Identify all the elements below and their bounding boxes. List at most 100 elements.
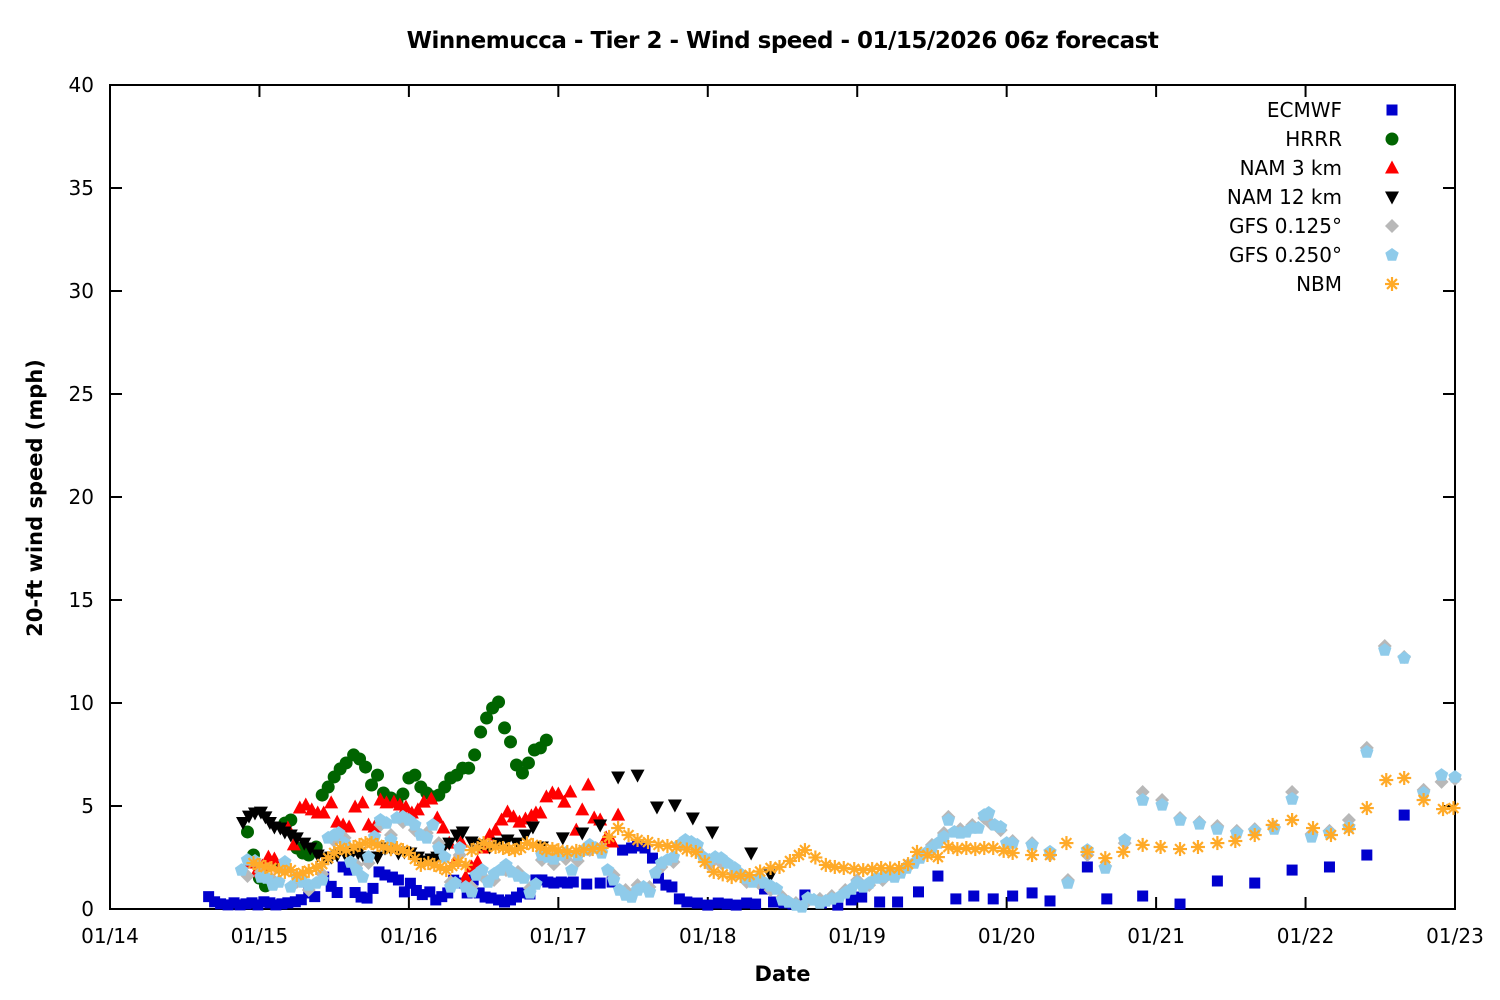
asterisk-marker bbox=[1154, 841, 1167, 853]
asterisk-marker bbox=[799, 844, 811, 856]
y-tick-label: 0 bbox=[81, 897, 94, 921]
asterisk-marker bbox=[570, 845, 582, 857]
asterisk-marker bbox=[670, 841, 683, 853]
square-marker bbox=[536, 874, 548, 886]
diamond-marker bbox=[1385, 219, 1399, 233]
pentagon-marker bbox=[1118, 833, 1132, 846]
triangle-up-marker bbox=[410, 802, 425, 816]
square-marker bbox=[276, 898, 288, 910]
square-marker bbox=[246, 897, 258, 909]
square-marker bbox=[240, 898, 252, 910]
triangle-up-marker bbox=[506, 809, 521, 823]
triangle-down-marker bbox=[518, 829, 533, 843]
pentagon-marker bbox=[408, 818, 422, 831]
asterisk-marker bbox=[273, 864, 285, 876]
square-marker bbox=[702, 899, 714, 911]
triangle-down-marker bbox=[525, 821, 540, 835]
asterisk-marker bbox=[561, 846, 574, 858]
square-marker bbox=[473, 887, 485, 899]
square-marker bbox=[289, 896, 301, 908]
square-marker bbox=[561, 877, 573, 889]
asterisk-marker bbox=[884, 862, 896, 875]
pentagon-marker bbox=[1061, 876, 1075, 889]
pentagon-marker bbox=[1285, 792, 1299, 805]
pentagon-marker bbox=[517, 871, 531, 884]
square-marker bbox=[617, 844, 629, 856]
y-tick-label: 35 bbox=[69, 176, 94, 200]
asterisk-marker bbox=[690, 846, 702, 858]
square-marker bbox=[325, 880, 337, 892]
square-marker bbox=[950, 893, 962, 905]
asterisk-marker bbox=[866, 863, 878, 875]
square-marker bbox=[499, 896, 511, 908]
asterisk-marker bbox=[997, 845, 1010, 857]
triangle-up-marker bbox=[581, 777, 596, 791]
pentagon-marker bbox=[315, 873, 329, 886]
pentagon-marker bbox=[448, 876, 462, 889]
asterisk-marker bbox=[397, 844, 409, 856]
square-marker bbox=[1249, 877, 1261, 889]
triangle-up-marker bbox=[458, 869, 473, 883]
pentagon-marker bbox=[438, 850, 452, 863]
square-marker bbox=[912, 886, 924, 898]
asterisk-marker bbox=[334, 842, 346, 854]
circle-marker bbox=[504, 735, 518, 749]
pentagon-marker bbox=[1385, 248, 1399, 261]
square-marker bbox=[1174, 898, 1186, 910]
circle-marker bbox=[480, 711, 494, 725]
circle-marker bbox=[474, 725, 488, 739]
triangle-down-marker bbox=[649, 801, 664, 815]
pentagon-marker bbox=[1230, 826, 1244, 839]
asterisk-marker bbox=[1192, 841, 1204, 853]
triangle-down-marker bbox=[630, 769, 645, 783]
pentagon-marker bbox=[1098, 861, 1112, 874]
asterisk-marker bbox=[409, 853, 421, 865]
square-marker bbox=[555, 876, 567, 888]
asterisk-marker bbox=[642, 836, 654, 848]
asterisk-marker bbox=[622, 829, 635, 841]
pentagon-marker bbox=[332, 826, 346, 839]
square-marker bbox=[252, 899, 264, 911]
square-marker bbox=[309, 891, 321, 903]
asterisk-marker bbox=[699, 856, 711, 868]
circle-marker bbox=[359, 760, 373, 774]
pentagon-marker bbox=[420, 830, 434, 844]
pentagon-marker bbox=[361, 850, 376, 863]
square-marker bbox=[1026, 887, 1038, 899]
triangle-up-marker bbox=[533, 805, 548, 819]
triangle-down-marker bbox=[667, 799, 682, 813]
x-tick-label: 01/21 bbox=[1127, 924, 1185, 948]
triangle-down-marker bbox=[744, 847, 759, 861]
asterisk-marker bbox=[1343, 823, 1355, 835]
asterisk-marker bbox=[1249, 829, 1261, 841]
y-tick-label: 25 bbox=[69, 382, 94, 406]
y-tick-label: 40 bbox=[69, 73, 94, 97]
triangle-up-marker bbox=[575, 802, 590, 816]
asterisk-marker bbox=[1060, 837, 1073, 849]
asterisk-marker bbox=[1437, 803, 1449, 815]
asterisk-marker bbox=[403, 847, 415, 859]
pentagon-marker bbox=[1025, 837, 1039, 851]
square-marker bbox=[673, 893, 685, 905]
legend-label-ecmwf: ECMWF bbox=[1267, 98, 1342, 122]
asterisk-marker bbox=[1136, 839, 1149, 851]
x-tick-label: 01/15 bbox=[231, 924, 289, 948]
y-tick-label: 5 bbox=[81, 794, 94, 818]
triangle-up-marker bbox=[342, 819, 357, 833]
pentagon-marker bbox=[648, 866, 663, 879]
legend-label-nam-12-km: NAM 12 km bbox=[1227, 185, 1342, 209]
asterisk-marker bbox=[875, 862, 887, 874]
asterisk-marker bbox=[942, 841, 955, 853]
legend-label-nam-3-km: NAM 3 km bbox=[1240, 156, 1342, 180]
asterisk-marker bbox=[1174, 843, 1186, 855]
square-marker bbox=[355, 891, 367, 903]
triangle-up-marker bbox=[316, 805, 331, 819]
asterisk-marker bbox=[911, 846, 923, 858]
asterisk-marker bbox=[477, 837, 490, 849]
diamond-marker bbox=[1135, 784, 1150, 799]
square-marker bbox=[430, 894, 442, 906]
square-marker bbox=[493, 894, 505, 906]
asterisk-marker bbox=[1006, 847, 1019, 859]
square-marker bbox=[666, 881, 678, 893]
